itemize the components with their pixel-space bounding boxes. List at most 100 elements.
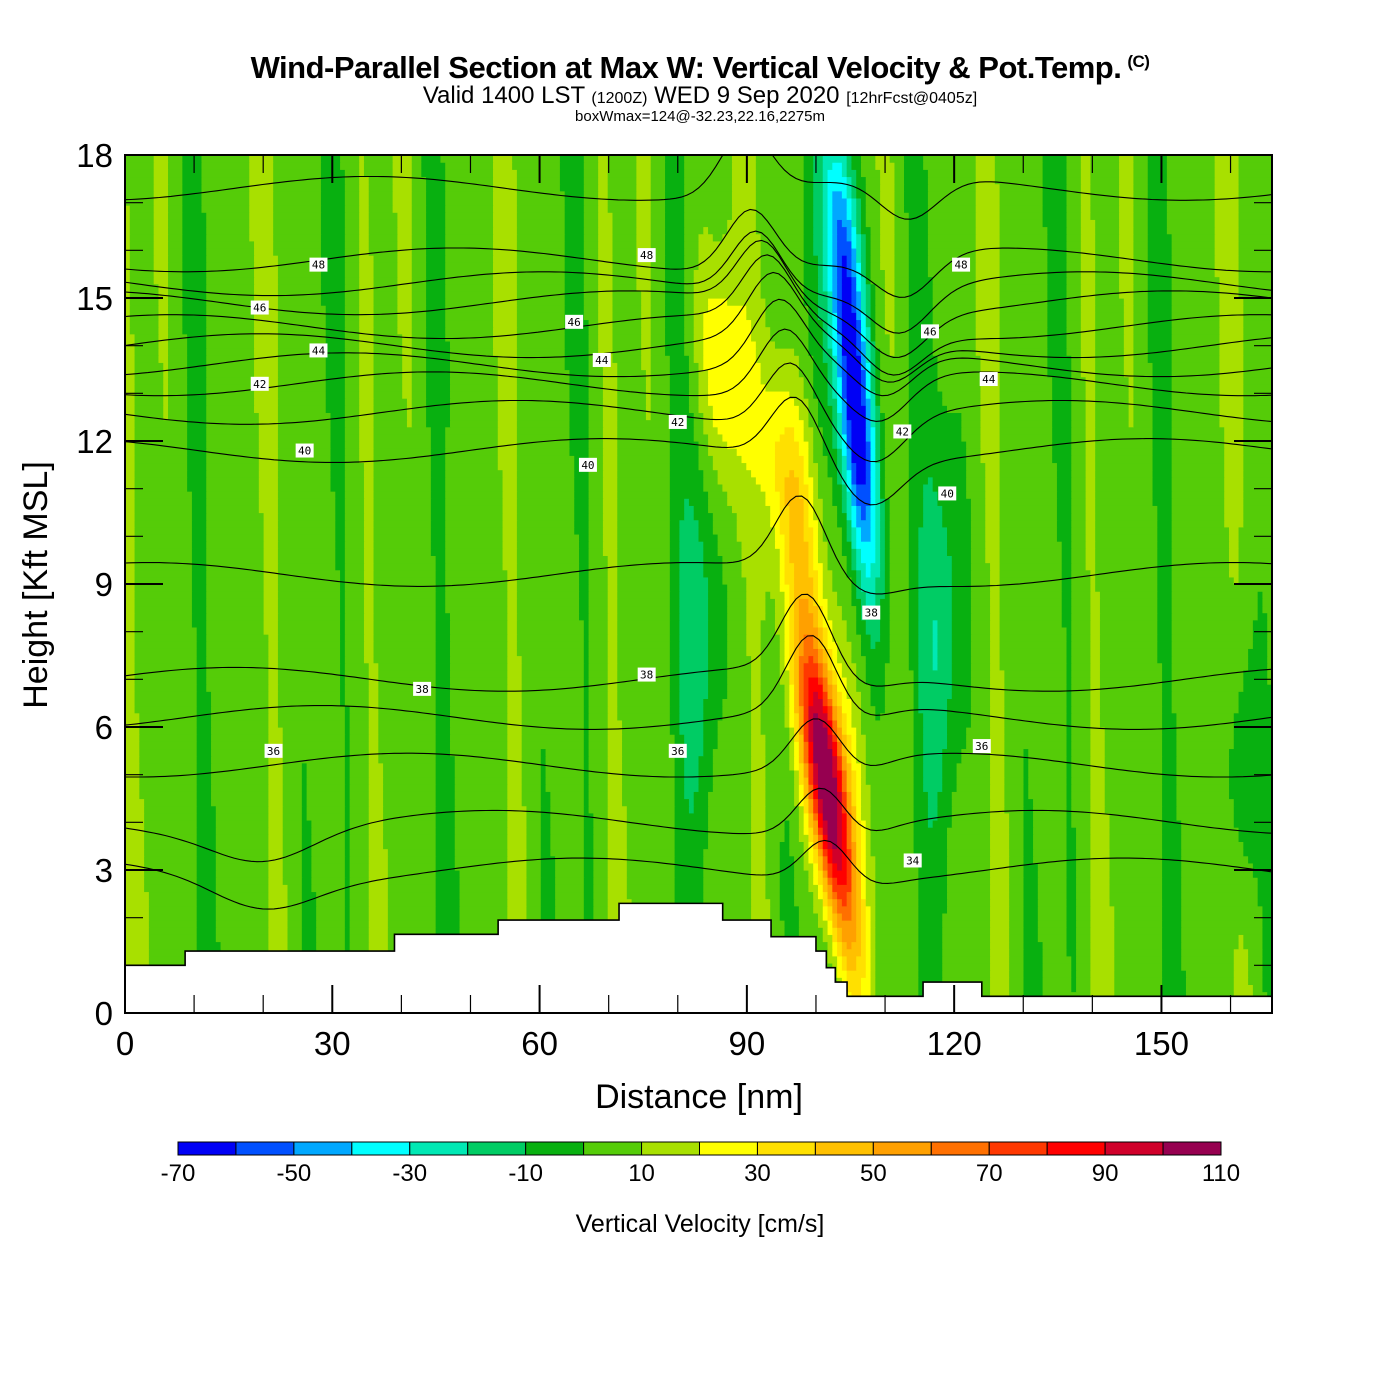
w-cell [832,755,838,764]
w-cell [865,891,876,900]
w-cell [378,741,437,750]
w-cell [817,398,829,406]
w-cell [1071,655,1091,664]
w-cell [430,519,446,528]
w-cell [908,405,948,413]
w-cell [875,541,881,549]
w-cell [1181,834,1240,842]
w-cell [851,884,857,893]
w-cell [784,626,790,635]
w-cell [817,591,824,599]
w-cell [301,848,312,857]
w-cell [1224,441,1244,449]
w-cell [282,727,346,735]
w-cell [387,927,437,935]
w-cell [196,905,217,914]
w-cell [822,912,829,921]
w-cell [841,812,848,821]
w-cell [268,927,289,935]
w-cell [1267,612,1272,621]
w-cell [258,505,279,514]
w-cell [507,634,518,642]
w-cell [507,591,518,599]
w-cell [1085,462,1096,471]
w-cell [435,898,461,907]
w-cell [1171,548,1230,556]
w-cell [1095,405,1130,413]
w-cell [813,870,819,878]
w-cell [607,827,628,835]
w-cell [1228,548,1240,556]
w-cell [990,762,1005,771]
w-cell [708,812,752,821]
w-cell [722,483,762,492]
w-cell [918,612,953,621]
w-cell [583,626,590,635]
w-cell [932,619,939,628]
w-cell [144,862,198,871]
w-cell [951,569,972,578]
w-cell [368,812,384,821]
w-cell [813,855,819,864]
w-cell [875,705,886,714]
w-cell [588,705,609,714]
w-cell [540,834,551,842]
w-cell [760,483,776,492]
w-cell [947,884,991,893]
w-cell [827,741,833,750]
w-cell [698,455,714,464]
w-cell [665,348,685,356]
w-cell [884,483,910,492]
w-cell [1233,970,1249,978]
w-cell [808,333,824,342]
w-cell [349,920,370,928]
w-cell [555,912,585,921]
w-cell [363,476,375,485]
w-cell [368,762,384,771]
w-cell [870,805,915,814]
w-cell [1267,648,1272,657]
w-cell [516,383,571,392]
w-cell [684,741,704,750]
w-cell [846,977,862,985]
w-cell [1095,369,1125,378]
w-cell [841,419,848,428]
w-cell [999,419,1053,428]
w-cell [368,912,389,921]
w-cell [751,734,767,742]
w-cell [808,684,824,692]
w-cell [373,376,403,385]
w-cell [277,555,336,564]
w-cell [282,791,303,800]
w-cell [875,934,919,943]
w-cell [277,355,327,363]
w-cell [497,376,518,385]
w-cell [884,684,915,692]
w-cell [784,619,790,628]
w-cell [765,848,781,857]
w-cell [1085,426,1096,435]
w-cell [373,655,437,664]
w-cell [507,719,523,728]
w-cell [1076,834,1091,842]
w-cell [1090,598,1101,607]
w-cell [736,512,771,521]
w-cell [641,348,652,356]
w-cell [607,719,623,728]
w-cell [1262,920,1272,928]
w-cell [908,648,919,657]
w-cell [344,441,360,449]
w-cell [134,390,164,399]
w-cell [363,569,375,578]
w-cell [1162,698,1173,707]
w-cell [1076,955,1091,964]
w-cell [411,383,427,392]
w-cell [211,762,269,771]
w-cell [545,769,585,778]
w-cell [837,433,843,442]
w-cell [808,455,814,464]
w-cell [435,619,451,628]
w-cell [784,612,790,621]
w-cell [134,441,188,449]
w-cell [1252,862,1272,871]
